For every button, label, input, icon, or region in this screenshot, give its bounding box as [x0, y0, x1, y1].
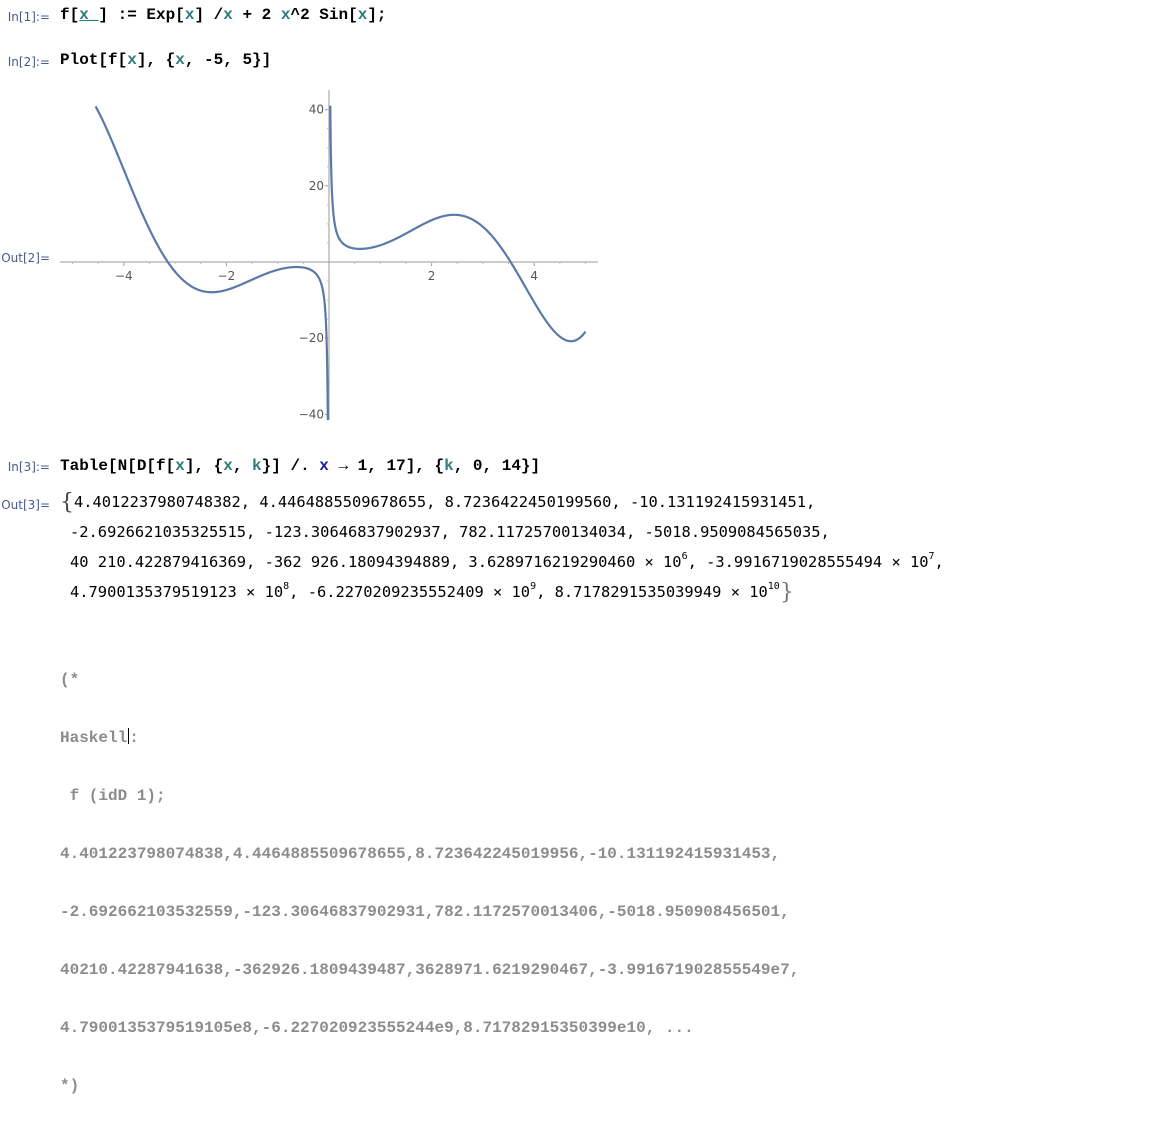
- input-label-2: In[2]:=: [7, 55, 50, 69]
- x-tick-label: 2: [428, 269, 436, 283]
- exponent: 6: [681, 551, 688, 562]
- exponent: 7: [928, 551, 935, 562]
- exponent: 9: [530, 581, 537, 592]
- code-token: → 1, 17], {: [328, 457, 445, 475]
- code-variable: x: [223, 6, 233, 24]
- comment-line-3: 40210.42287941638,-362926.1809439487,362…: [60, 961, 800, 979]
- y-tick-label: −40: [299, 407, 324, 421]
- code-token: ] /: [194, 6, 224, 24]
- code-token: ] := Exp[: [98, 6, 185, 24]
- code-variable: x: [184, 6, 195, 24]
- list-open-brace: {: [60, 490, 74, 515]
- code-variable: x: [175, 51, 185, 69]
- code-token: + 2: [232, 6, 281, 24]
- input-cell-1[interactable]: f[x_] := Exp[x] /x + 2 x^2 Sin[x];: [60, 5, 387, 25]
- code-token: ], {: [184, 457, 224, 475]
- input-cell-3[interactable]: Table[N[D[f[x], {x, k}] /. x → 1, 17], {…: [60, 456, 540, 476]
- input-label-1: In[1]:=: [7, 10, 50, 24]
- y-tick-label: 20: [309, 179, 324, 193]
- plot-output[interactable]: −4 −2 2 4 40 20 −20 −40: [0, 0, 1149, 440]
- x-ticks: −4 −2 2 4: [72, 262, 586, 283]
- output-line-4: 4.7900135379519123 × 108, -6.22702092355…: [70, 581, 794, 604]
- comment-line-4: 4.7900135379519105e8,-6.227020923555244e…: [60, 1019, 694, 1037]
- text-cursor: [128, 728, 130, 744]
- output-line-1: {4.4012237980748382, 4.4464885509678655,…: [60, 492, 816, 514]
- output-text: ,: [934, 553, 944, 571]
- output-text: 4.7900135379519123 × 10: [70, 583, 284, 601]
- list-close-brace: }: [779, 580, 794, 605]
- output-text: 40 210.422879416369, -362 926.1809439488…: [70, 553, 682, 571]
- y-tick-label: −20: [299, 331, 324, 345]
- output-text: , -6.2270209235552409 × 10: [289, 583, 531, 601]
- exponent: 8: [283, 581, 290, 592]
- x-tick-label: −4: [115, 269, 133, 283]
- input-label-3: In[3]:=: [7, 460, 50, 474]
- comment-line-2: -2.692662103532559,-123.30646837902931,7…: [60, 903, 790, 921]
- output-text: , 8.7178291535039949 × 10: [536, 583, 768, 601]
- y-tick-label: 40: [309, 103, 324, 117]
- code-token: f[: [60, 6, 80, 24]
- code-token: ];: [367, 6, 387, 24]
- code-token: , -5, 5}]: [184, 51, 272, 69]
- code-variable: x: [127, 51, 137, 69]
- code-variable: x: [319, 457, 329, 475]
- function-curve-right: [329, 105, 587, 343]
- x-tick-label: 4: [530, 269, 538, 283]
- output-line-3: 40 210.422879416369, -362 926.1809439488…: [70, 551, 944, 572]
- code-variable: x: [223, 457, 233, 475]
- code-variable: x: [175, 457, 185, 475]
- comment-call: f (idD 1);: [60, 787, 166, 805]
- code-token: ^2 Sin[: [290, 6, 358, 24]
- output-line-2: -2.6926621035325515, -123.30646837902937…: [70, 523, 830, 541]
- code-variable: x_: [79, 6, 99, 24]
- y-ticks: 40 20 −20 −40: [299, 103, 329, 421]
- code-token: }] /.: [261, 457, 320, 475]
- code-token: , 0, 14}]: [453, 457, 541, 475]
- exponent: 10: [767, 581, 780, 592]
- code-token: ,: [232, 457, 253, 475]
- input-cell-2[interactable]: Plot[f[x], {x, -5, 5}]: [60, 50, 271, 70]
- function-curve-left: [94, 105, 329, 421]
- code-variable: k: [444, 457, 454, 475]
- code-token: Table[N[D[f[: [60, 457, 176, 475]
- comment-block[interactable]: (* Haskell: f (idD 1); 4.401223798074838…: [60, 637, 799, 1130]
- output-label-2: Out[2]=: [1, 251, 50, 265]
- comment-haskell: Haskell:: [60, 728, 139, 747]
- code-token: Plot[f[: [60, 51, 128, 69]
- comment-open: (*: [60, 671, 80, 689]
- comment-line-1: 4.401223798074838,4.4464885509678655,8.7…: [60, 845, 781, 863]
- x-tick-label: −2: [218, 269, 236, 283]
- comment-close: *): [60, 1077, 80, 1095]
- output-text: 4.4012237980748382, 4.4464885509678655, …: [74, 493, 816, 511]
- output-text: , -3.9916719028555494 × 10: [687, 553, 929, 571]
- output-label-3: Out[3]=: [1, 498, 50, 512]
- output-text: -2.6926621035325515, -123.30646837902937…: [70, 523, 830, 541]
- code-variable: x: [280, 6, 291, 24]
- code-variable: x: [357, 6, 368, 24]
- code-token: ], {: [136, 51, 176, 69]
- code-variable: k: [252, 457, 262, 475]
